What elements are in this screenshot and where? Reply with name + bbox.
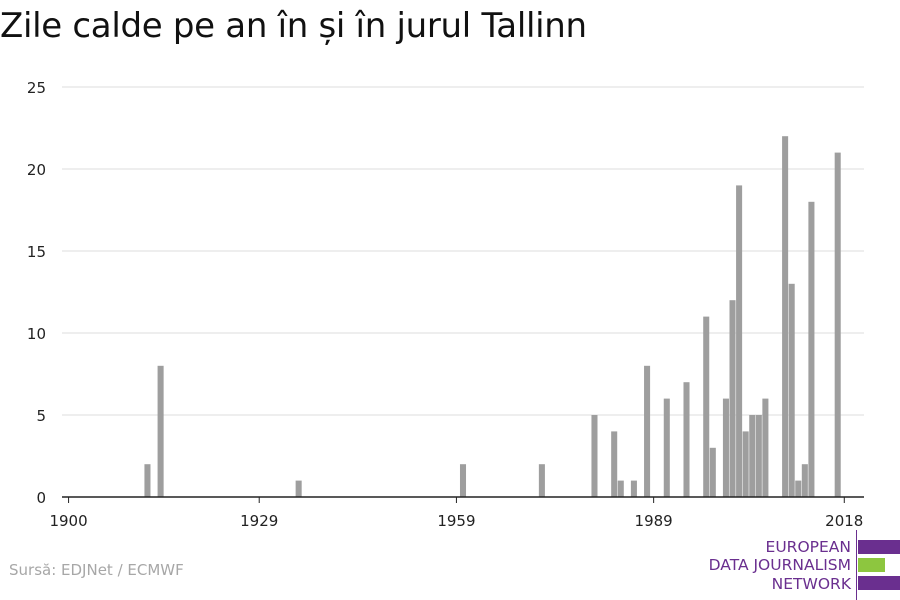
x-tick-label: 1989: [635, 512, 673, 530]
chart-title: Zile calde pe an în și în jurul Tallinn: [0, 6, 587, 46]
bar: [795, 480, 802, 497]
bar: [663, 398, 670, 497]
bar: [722, 398, 729, 497]
bar: [709, 447, 716, 497]
bar: [644, 365, 651, 497]
x-tick-label: 1900: [49, 512, 87, 530]
bar: [808, 201, 815, 498]
bar: [157, 365, 164, 497]
bar: [295, 480, 302, 497]
gridlines: [62, 86, 864, 416]
logo-stripe-purple-bottom: [858, 576, 900, 590]
bar: [762, 398, 769, 497]
bar: [144, 464, 151, 497]
x-axis: [62, 496, 864, 503]
bar: [630, 480, 637, 497]
y-tick-label: 25: [27, 79, 46, 97]
source-note: Sursă: EDJNet / ECMWF: [9, 561, 184, 579]
y-tick-label: 0: [36, 489, 46, 507]
bar: [742, 431, 749, 497]
logo-text-line3: NETWORK: [771, 575, 851, 593]
bar: [538, 464, 545, 497]
y-tick-label: 5: [36, 407, 46, 425]
logo-divider: [856, 530, 857, 600]
logo-stripe-purple-top: [858, 540, 900, 554]
y-tick-labels: 0 5 10 15 20 25: [27, 79, 46, 507]
logo-stripe-green: [858, 558, 885, 572]
bar: [611, 431, 618, 497]
bar: [729, 300, 736, 497]
bar: [459, 464, 467, 497]
x-tick-label: 2018: [825, 512, 863, 530]
bar: [703, 316, 710, 497]
bar: [788, 283, 795, 497]
bar: [755, 415, 762, 497]
logo-text-line2: DATA JOURNALISM: [708, 556, 851, 574]
y-tick-label: 20: [27, 161, 46, 179]
x-tick-label: 1929: [240, 512, 278, 530]
bar: [834, 152, 841, 497]
bar: [683, 382, 690, 497]
bar: [736, 185, 743, 497]
bar: [749, 415, 756, 497]
bar: [591, 415, 598, 497]
y-tick-label: 10: [27, 325, 46, 343]
bar: [782, 136, 789, 497]
bars: [144, 136, 841, 498]
x-tick-label: 1959: [437, 512, 475, 530]
y-tick-label: 15: [27, 243, 46, 261]
x-tick-labels: 1900 1929 1959 1989 2018: [49, 512, 863, 530]
bar: [801, 464, 808, 497]
edjnet-logo: EUROPEAN DATA JOURNALISM NETWORK: [700, 530, 900, 600]
bar: [617, 480, 624, 497]
logo-text-line1: EUROPEAN: [765, 538, 851, 556]
